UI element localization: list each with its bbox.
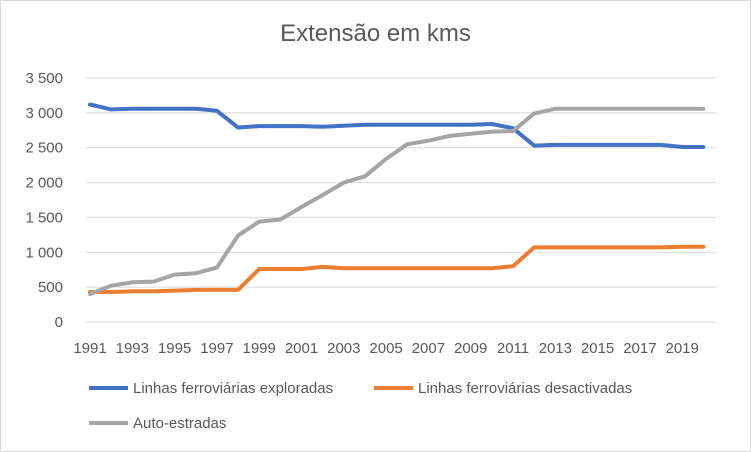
x-tick-label: 1999	[243, 340, 276, 357]
x-tick-label: 2009	[454, 340, 487, 357]
y-tick-label: 1 500	[25, 209, 63, 226]
x-tick-label: 2017	[623, 340, 656, 357]
series-line-1	[88, 102, 706, 149]
x-tick-label: 2001	[285, 340, 318, 357]
series-line-3	[88, 106, 706, 297]
x-tick-label: 2015	[581, 340, 614, 357]
legend-label: Linhas ferroviárias exploradas	[133, 380, 333, 397]
y-tick-label: 3 000	[25, 105, 63, 122]
x-tick-label: 2007	[412, 340, 445, 357]
x-tick-label: 2005	[369, 340, 402, 357]
x-axis-ticks: 1991 1993 1995 1997 1999 2001 2003 2005 2007 2009…	[73, 340, 699, 357]
series-lines	[88, 102, 706, 297]
y-tick-label: 0	[55, 314, 63, 331]
y-tick-label: 1 000	[25, 244, 63, 261]
legend: Linhas ferroviárias exploradas Linhas fer…	[89, 380, 632, 432]
x-tick-label: 1995	[158, 340, 191, 357]
legend-label: Auto-estradas	[133, 415, 226, 432]
x-tick-label: 1991	[73, 340, 106, 357]
x-tick-label: 2011	[497, 340, 529, 357]
y-axis-ticks: 3 500 3 000 2 500 2 000 1 500 1 000 500 0	[25, 70, 63, 331]
y-tick-label: 3 500	[25, 70, 63, 87]
series-line-2	[88, 244, 706, 294]
x-tick-label: 1993	[116, 340, 149, 357]
x-tick-label: 2019	[666, 340, 699, 357]
x-tick-label: 2013	[539, 340, 572, 357]
x-tick-label: 1997	[200, 340, 233, 357]
chart-title: Extensão em kms	[280, 20, 471, 47]
legend-label: Linhas ferroviárias desactivadas	[418, 380, 632, 397]
x-tick-label: 2003	[327, 340, 360, 357]
gridlines	[86, 77, 716, 323]
y-tick-label: 2 000	[25, 175, 63, 192]
y-tick-label: 500	[38, 279, 63, 296]
y-tick-label: 2 500	[25, 140, 63, 157]
